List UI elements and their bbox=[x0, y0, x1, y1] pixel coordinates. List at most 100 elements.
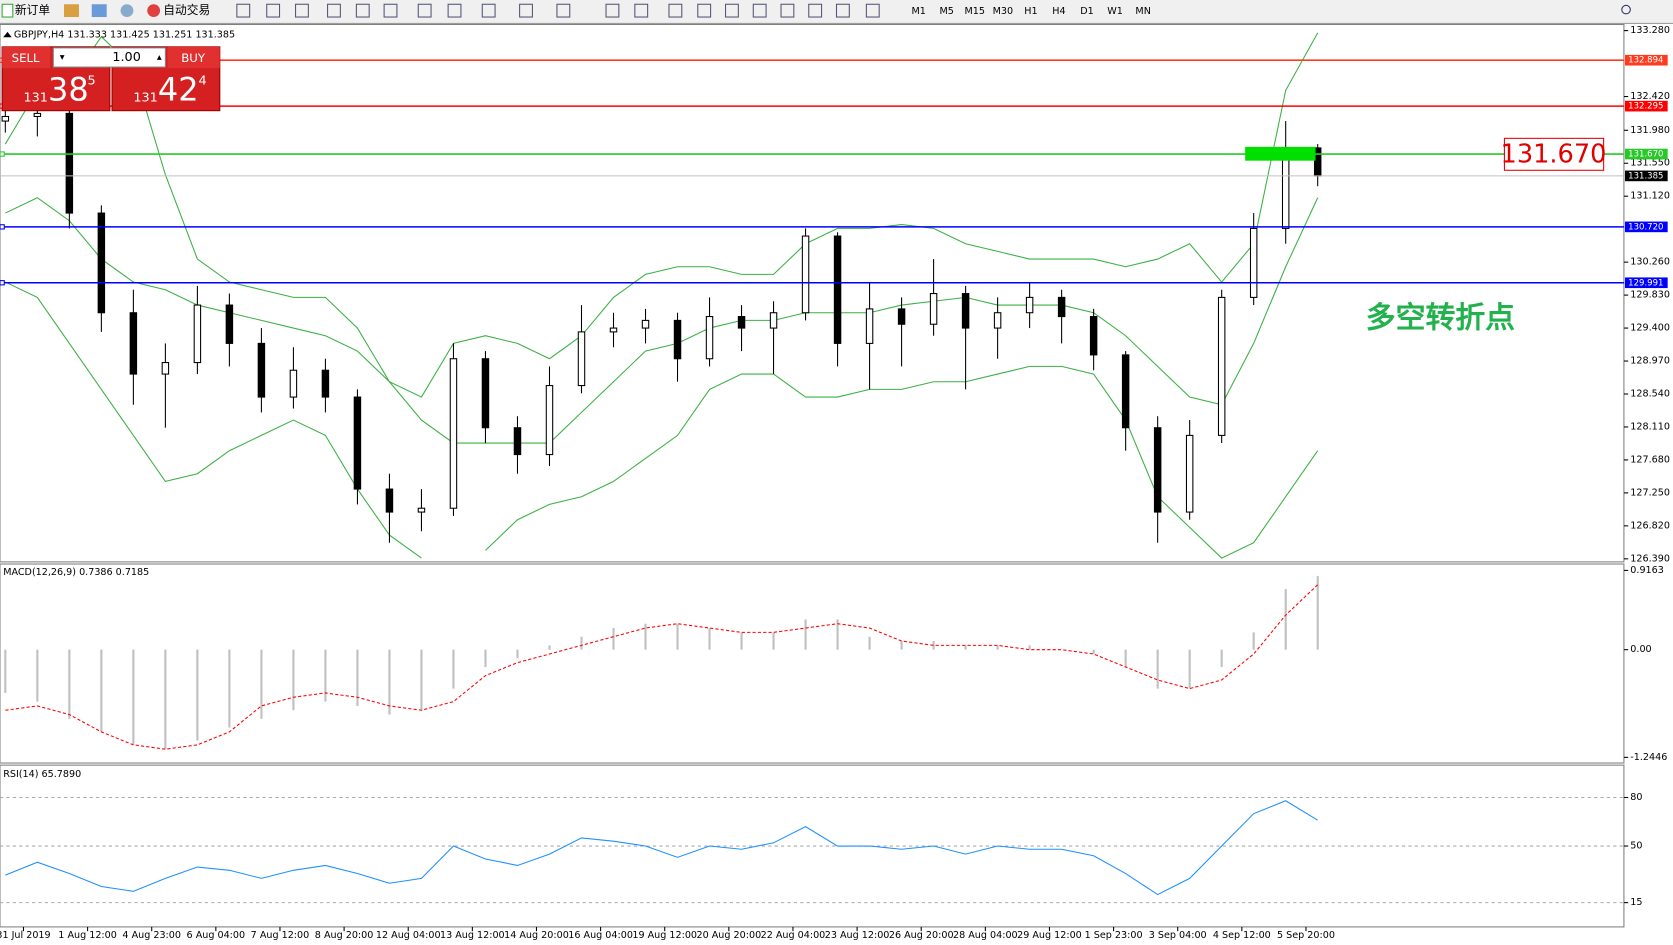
candle-body bbox=[1249, 227, 1258, 298]
new-order-label: 新订单 bbox=[15, 3, 50, 17]
y-tick-label: 15 bbox=[1630, 897, 1642, 908]
auto-trading-icon bbox=[147, 4, 161, 18]
sell-button[interactable] bbox=[2, 46, 51, 69]
candle-body bbox=[961, 293, 970, 329]
toolbar-tool[interactable] bbox=[295, 3, 309, 18]
level-handle[interactable] bbox=[0, 224, 5, 230]
timeframe-button[interactable]: MN bbox=[1135, 6, 1150, 17]
toolbar-tool[interactable] bbox=[266, 3, 281, 18]
bollinger-middle bbox=[5, 197, 1319, 444]
timeframe-button[interactable]: H4 bbox=[1052, 6, 1065, 17]
level-axis-tag bbox=[1624, 148, 1668, 160]
level-handle[interactable] bbox=[0, 280, 5, 286]
y-tick-label: 127.680 bbox=[1630, 454, 1670, 465]
price-box bbox=[1503, 137, 1605, 171]
toolbar-tool[interactable] bbox=[556, 3, 571, 18]
candle-body bbox=[193, 304, 202, 364]
timeframe-button[interactable]: M15 bbox=[965, 6, 985, 17]
y-tick-label: 50 bbox=[1630, 841, 1642, 852]
toolbar-tool[interactable] bbox=[447, 3, 462, 18]
timeframe-button[interactable]: W1 bbox=[1107, 6, 1123, 17]
timeframe-button[interactable]: M5 bbox=[940, 6, 954, 17]
x-tick-label: 22 Aug 04:00 bbox=[761, 930, 826, 941]
timeframe-button[interactable]: H1 bbox=[1024, 6, 1037, 17]
candle-body bbox=[737, 316, 746, 329]
toolbar-icon[interactable] bbox=[91, 4, 107, 18]
x-tick-label: 1 Sep 23:00 bbox=[1085, 930, 1143, 941]
x-tick-label: 26 Aug 20:00 bbox=[889, 930, 954, 941]
timeframe-button[interactable]: M30 bbox=[993, 6, 1013, 17]
y-tick-label: 0.9163 bbox=[1630, 565, 1664, 576]
toolbar-tool[interactable] bbox=[519, 3, 533, 18]
indicator-title: MACD(12,26,9) 0.7386 0.7185 bbox=[3, 567, 149, 578]
timeframe-button[interactable]: M1 bbox=[911, 6, 925, 17]
x-tick-label: 3 Sep 04:00 bbox=[1149, 930, 1207, 941]
lot-up[interactable]: ▴ bbox=[157, 52, 162, 63]
lot-input[interactable] bbox=[52, 47, 166, 68]
candle-body bbox=[705, 316, 714, 360]
toolbar-tool[interactable] bbox=[697, 3, 712, 18]
toolbar-tool[interactable] bbox=[355, 3, 370, 18]
x-tick-label: 12 Aug 04:00 bbox=[376, 930, 441, 941]
indicator-title: RSI(14) 65.7890 bbox=[3, 769, 81, 780]
ask-big: 131 bbox=[133, 90, 157, 105]
toolbar-tool[interactable] bbox=[668, 3, 683, 18]
level-handle[interactable] bbox=[0, 151, 5, 157]
new-order-button[interactable]: 新订单 bbox=[1, 3, 50, 18]
toolbar-tool[interactable] bbox=[605, 3, 620, 18]
y-tick-label: 131.120 bbox=[1630, 191, 1670, 202]
y-tick-label: 131.550 bbox=[1630, 158, 1670, 169]
y-tick-label: 128.110 bbox=[1630, 421, 1670, 432]
timeframe-button[interactable]: D1 bbox=[1080, 6, 1094, 17]
ask-sup: 4 bbox=[198, 73, 206, 88]
x-tick-label: 6 Aug 04:00 bbox=[187, 930, 246, 941]
x-tick-label: 19 Aug 12:00 bbox=[632, 930, 697, 941]
new-order-icon bbox=[1, 3, 14, 18]
y-tick-label: 128.970 bbox=[1630, 356, 1670, 367]
toolbar-tool[interactable] bbox=[752, 3, 767, 18]
buy-button[interactable] bbox=[167, 46, 220, 69]
candle-body bbox=[769, 312, 778, 329]
bollinger-upper bbox=[4, 32, 1319, 398]
y-tick-label: 131.980 bbox=[1630, 125, 1670, 136]
level-axis-tag bbox=[1624, 277, 1668, 289]
toolbar-tool[interactable] bbox=[634, 3, 649, 18]
candle-body bbox=[289, 369, 298, 398]
toolbar-tool[interactable] bbox=[808, 3, 823, 18]
candle-body bbox=[545, 385, 554, 456]
auto-trading-button[interactable]: 自动交易 bbox=[147, 3, 210, 17]
toolbar-tool[interactable] bbox=[725, 3, 739, 18]
toolbar-tool[interactable] bbox=[865, 3, 880, 18]
candle-body bbox=[161, 362, 170, 375]
toolbar-icon[interactable] bbox=[120, 4, 134, 18]
x-tick-label: 29 Aug 12:00 bbox=[1017, 930, 1082, 941]
candle-body bbox=[1185, 434, 1194, 513]
toolbar-tool[interactable] bbox=[417, 3, 432, 18]
toolbar-tool[interactable] bbox=[327, 3, 341, 18]
x-tick-label: 7 Aug 12:00 bbox=[251, 930, 310, 941]
lot-down[interactable]: ▾ bbox=[60, 52, 65, 63]
candle-body bbox=[65, 112, 74, 214]
rsi-chart: 80 50 15 RSI(14) 65.7890 bbox=[0, 769, 1643, 908]
candle-body bbox=[513, 427, 522, 456]
y-tick-label: 80 bbox=[1630, 792, 1642, 803]
candle-body bbox=[257, 342, 266, 398]
candle-body bbox=[97, 212, 106, 314]
y-tick-label: 129.400 bbox=[1630, 323, 1670, 334]
bollinger-lower bbox=[485, 365, 1319, 559]
candle-body bbox=[993, 312, 1002, 329]
search-icon[interactable] bbox=[1621, 4, 1631, 15]
level-axis-tag bbox=[1624, 54, 1668, 66]
toolbar-tool[interactable] bbox=[383, 3, 398, 18]
main-chart: 133.280 132.420 131.980 131.550 131.120 130.2… bbox=[0, 25, 1670, 564]
toolbar-tool[interactable] bbox=[780, 3, 795, 18]
toolbar-tool[interactable] bbox=[481, 3, 496, 18]
candle-body bbox=[929, 293, 938, 325]
toolbar-icon[interactable] bbox=[64, 4, 79, 18]
y-tick-label: 128.540 bbox=[1630, 389, 1670, 400]
macd-panel bbox=[0, 563, 1625, 764]
level-axis-label: 132.894 bbox=[1628, 56, 1663, 66]
toolbar-tool[interactable] bbox=[835, 3, 850, 18]
toolbar-tool[interactable] bbox=[236, 3, 251, 18]
bid-sup: 5 bbox=[87, 73, 95, 88]
